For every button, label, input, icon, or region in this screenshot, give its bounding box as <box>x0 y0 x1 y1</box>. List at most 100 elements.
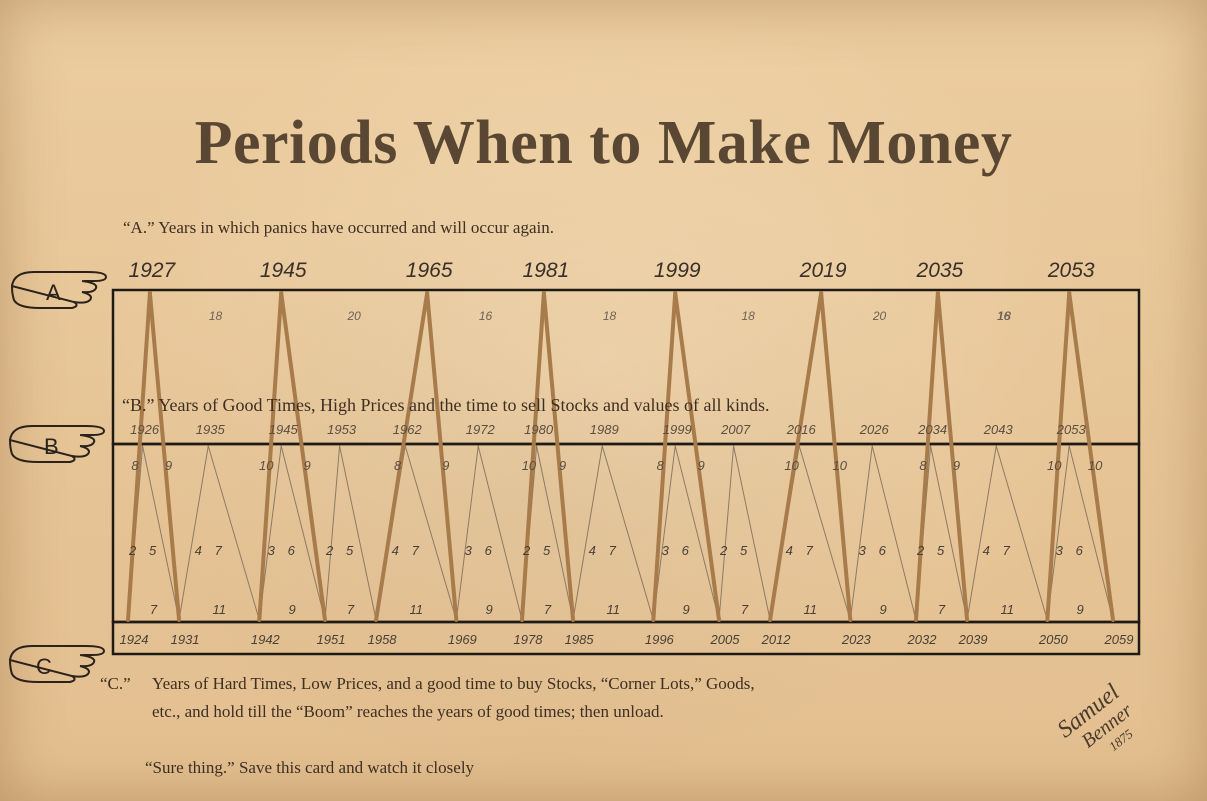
minor-rise-line <box>849 445 873 621</box>
good-time-year-label: 1953 <box>327 422 357 437</box>
fall-interval-label: 9 <box>165 458 172 473</box>
good-time-year-label: 1972 <box>466 422 496 437</box>
major-fall-line <box>541 291 576 622</box>
inner-left-label: 2 <box>719 543 728 558</box>
good-time-year-label: 1945 <box>269 422 299 437</box>
major-fall-line <box>1067 291 1115 622</box>
inner-left-label: 4 <box>392 543 399 558</box>
major-fall-line <box>673 291 721 622</box>
major-fall-line <box>147 291 182 622</box>
signature: Samuel Benner 1875 <box>1053 679 1137 754</box>
minor-rise-line <box>966 445 997 621</box>
rise-interval-label: 8 <box>919 458 927 473</box>
bottom-interval-label: 9 <box>683 602 690 617</box>
row-label-a: A <box>46 280 61 305</box>
inner-right-label: 6 <box>485 543 493 558</box>
bottom-interval-label: 7 <box>150 602 158 617</box>
inner-left-label: 3 <box>1056 543 1064 558</box>
fall-interval-label: 9 <box>953 458 960 473</box>
panic-interval-label: 16 <box>997 309 1011 323</box>
fall-interval-label: 9 <box>559 458 566 473</box>
hard-time-year-label: 2059 <box>1104 632 1134 647</box>
rise-interval-label: 8 <box>394 458 402 473</box>
hard-time-year-label: 1942 <box>251 632 281 647</box>
minor-fall-line <box>674 445 720 621</box>
panic-year-label: 1965 <box>406 259 453 282</box>
panic-year-label: 1927 <box>129 259 177 282</box>
bottom-interval-label: 9 <box>486 602 493 617</box>
row-label-b: B <box>44 434 59 459</box>
inner-left-label: 4 <box>983 543 990 558</box>
panic-interval-label: 20 <box>347 309 362 323</box>
hard-time-year-label: 1951 <box>317 632 346 647</box>
minor-fall-line <box>207 445 260 621</box>
rise-interval-label: 10 <box>522 458 537 473</box>
inner-left-label: 3 <box>465 543 473 558</box>
bottom-interval-label: 7 <box>741 602 749 617</box>
sure-thing-note: “Sure thing.” Save this card and watch i… <box>145 758 475 777</box>
minor-fall-line <box>930 445 968 621</box>
caption-c-line2: etc., and hold till the “Boom” reaches t… <box>152 702 664 721</box>
hard-time-year-label: 1958 <box>368 632 398 647</box>
minor-fall-line <box>477 445 523 621</box>
cycle-lines <box>126 291 1115 622</box>
hand-a-icon: A <box>10 271 108 309</box>
inner-right-label: 6 <box>682 543 690 558</box>
inner-right-label: 5 <box>149 543 157 558</box>
inner-right-label: 7 <box>609 543 617 558</box>
panic-interval-label: 18 <box>742 309 756 323</box>
inner-left-label: 3 <box>268 543 276 558</box>
hand-b-icon: B <box>8 425 106 463</box>
minor-fall-line <box>733 445 771 621</box>
inner-left-label: 3 <box>859 543 867 558</box>
rise-interval-label: 8 <box>657 458 665 473</box>
major-fall-line <box>279 291 327 622</box>
rise-interval-label: 8 <box>131 458 139 473</box>
inner-right-label: 5 <box>543 543 551 558</box>
minor-rise-line <box>455 445 479 621</box>
inner-left-label: 3 <box>662 543 670 558</box>
inner-left-label: 4 <box>195 543 202 558</box>
bottom-interval-label: 11 <box>606 602 620 617</box>
panic-year-label: 1999 <box>654 259 701 282</box>
good-time-year-label: 2026 <box>859 422 890 437</box>
rise-interval-label: 10 <box>784 458 799 473</box>
bottom-interval-label: 9 <box>880 602 887 617</box>
panic-year-label: 2019 <box>799 259 847 282</box>
major-rise-line <box>126 291 152 622</box>
good-time-year-label: 2007 <box>720 422 751 437</box>
inner-left-label: 4 <box>589 543 596 558</box>
bottom-interval-label: 11 <box>803 602 817 617</box>
bottom-interval-label: 7 <box>938 602 946 617</box>
fall-interval-label: 9 <box>303 458 310 473</box>
hard-time-year-label: 2023 <box>841 632 872 647</box>
inner-right-label: 6 <box>1076 543 1084 558</box>
bottom-interval-label: 7 <box>544 602 552 617</box>
rise-interval-label: 10 <box>259 458 274 473</box>
inner-left-label: 2 <box>522 543 531 558</box>
bottom-interval-label: 11 <box>409 602 423 617</box>
panic-year-label: 1945 <box>260 259 307 282</box>
major-rise-line <box>520 291 546 622</box>
hard-time-year-label: 1969 <box>448 632 477 647</box>
hard-time-year-label: 2005 <box>710 632 741 647</box>
frame-a <box>111 288 1141 446</box>
inner-right-label: 7 <box>1003 543 1011 558</box>
good-time-year-label: 1980 <box>524 422 554 437</box>
major-rise-line <box>257 291 284 622</box>
bottom-interval-label: 9 <box>289 602 296 617</box>
hand-c-icon: C <box>8 645 106 683</box>
caption-b: “B.” Years of Good Times, High Prices an… <box>122 395 770 415</box>
hard-time-year-label: 1924 <box>120 632 149 647</box>
minor-rise-line <box>718 445 735 621</box>
good-time-year-label: 1926 <box>130 422 160 437</box>
major-rise-line <box>651 291 678 622</box>
major-fall-line <box>819 291 853 622</box>
minor-fall-line <box>601 445 654 621</box>
minor-fall-line <box>871 445 917 621</box>
good-time-year-label: 2043 <box>983 422 1014 437</box>
minor-rise-line <box>324 445 341 621</box>
panic-interval-label: 16 <box>479 309 493 323</box>
hard-time-year-label: 2039 <box>958 632 988 647</box>
